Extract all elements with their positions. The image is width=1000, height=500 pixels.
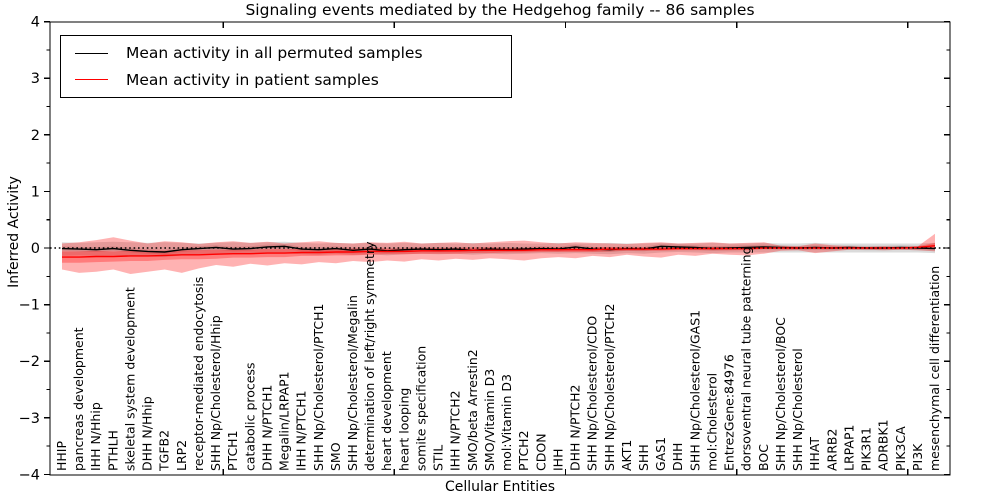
legend: Mean activity in all permuted samples Me… (60, 35, 512, 98)
svg-text:somite specification: somite specification (414, 346, 429, 471)
svg-text:mol:Cholesterol: mol:Cholesterol (705, 373, 720, 471)
svg-text:EntrezGene:84976: EntrezGene:84976 (722, 354, 737, 471)
legend-red-line-swatch (75, 79, 108, 81)
svg-text:heart looping: heart looping (396, 388, 411, 471)
svg-text:−2: −2 (19, 354, 40, 370)
chart-title: Signaling events mediated by the Hedgeho… (245, 1, 755, 19)
legend-row-permuted: Mean activity in all permuted samples (75, 44, 511, 62)
svg-text:2: 2 (31, 128, 40, 144)
svg-text:SHH Np/Cholesterol/Hhip: SHH Np/Cholesterol/Hhip (208, 315, 223, 471)
legend-black-line-swatch (75, 52, 108, 54)
svg-text:DHH N/PTCH2: DHH N/PTCH2 (568, 385, 583, 471)
svg-text:PIK3R1: PIK3R1 (859, 427, 874, 471)
svg-text:−4: −4 (19, 467, 40, 483)
svg-text:SHH Np/Cholesterol/PTCH1: SHH Np/Cholesterol/PTCH1 (311, 304, 326, 472)
svg-text:−3: −3 (19, 411, 40, 427)
svg-text:IHH N/PTCH2: IHH N/PTCH2 (448, 390, 463, 471)
svg-text:determination of left/right sy: determination of left/right symmetry (362, 241, 377, 471)
svg-text:Megalin/LRPAP1: Megalin/LRPAP1 (277, 371, 292, 471)
svg-text:HHIP: HHIP (54, 441, 69, 471)
svg-text:DHH N/Hhip: DHH N/Hhip (140, 396, 155, 471)
svg-text:3: 3 (31, 71, 40, 87)
svg-text:−1: −1 (19, 298, 40, 314)
x-axis-label: Cellular Entities (444, 479, 556, 495)
svg-text:PI3K: PI3K (910, 443, 925, 471)
svg-text:HHAT: HHAT (807, 437, 822, 471)
svg-text:DHH N/PTCH1: DHH N/PTCH1 (259, 385, 274, 471)
svg-text:mesenchymal cell differentiati: mesenchymal cell differentiation (927, 266, 942, 471)
svg-text:DHH: DHH (670, 443, 685, 471)
svg-text:STIL: STIL (431, 445, 446, 471)
svg-text:IHH: IHH (550, 449, 565, 472)
svg-text:LRPAP1: LRPAP1 (841, 425, 856, 471)
svg-text:pancreas development: pancreas development (71, 327, 86, 471)
svg-text:ARRB2: ARRB2 (824, 429, 839, 471)
svg-text:AKT1: AKT1 (619, 440, 634, 471)
svg-text:SMO: SMO (328, 442, 343, 471)
svg-text:skeletal system development: skeletal system development (123, 287, 138, 471)
svg-text:0: 0 (31, 241, 40, 257)
svg-text:SHH: SHH (636, 444, 651, 471)
svg-text:LRP2: LRP2 (174, 440, 189, 471)
legend-label-permuted: Mean activity in all permuted samples (126, 44, 423, 63)
svg-text:BOC: BOC (756, 444, 771, 471)
svg-text:SHH Np/Cholesterol/BOC: SHH Np/Cholesterol/BOC (773, 317, 788, 471)
svg-text:PTHLH: PTHLH (105, 430, 120, 471)
svg-text:TGFB2: TGFB2 (157, 430, 172, 472)
svg-text:IHH N/PTCH1: IHH N/PTCH1 (294, 390, 309, 471)
svg-text:dorsoventral neural tube patte: dorsoventral neural tube patterning (739, 247, 754, 472)
svg-text:4: 4 (31, 15, 40, 31)
svg-text:SHH Np/Cholesterol/CDO: SHH Np/Cholesterol/CDO (585, 316, 600, 471)
y-axis-label: Inferred Activity (6, 176, 22, 288)
svg-text:SHH Np/Cholesterol/PTCH2: SHH Np/Cholesterol/PTCH2 (602, 304, 617, 472)
svg-text:SHH Np/Cholesterol/Megalin: SHH Np/Cholesterol/Megalin (345, 295, 360, 471)
svg-text:IHH N/Hhip: IHH N/Hhip (88, 402, 103, 471)
svg-text:PIK3CA: PIK3CA (893, 426, 908, 471)
svg-text:mol:Vitamin D3: mol:Vitamin D3 (499, 374, 514, 471)
svg-text:PTCH2: PTCH2 (516, 430, 531, 471)
svg-text:SHH Np/Cholesterol: SHH Np/Cholesterol (790, 348, 805, 471)
svg-text:PTCH1: PTCH1 (225, 430, 240, 471)
legend-row-patient: Mean activity in patient samples (75, 71, 511, 89)
svg-text:receptor-mediated endocytosis: receptor-mediated endocytosis (191, 277, 206, 471)
svg-text:CDON: CDON (533, 433, 548, 471)
svg-text:heart development: heart development (379, 351, 394, 471)
svg-text:ADRBK1: ADRBK1 (876, 419, 891, 471)
svg-text:catabolic process: catabolic process (242, 362, 257, 471)
svg-text:SMO/beta Arrestin2: SMO/beta Arrestin2 (465, 349, 480, 471)
svg-text:SHH Np/Cholesterol/GAS1: SHH Np/Cholesterol/GAS1 (687, 310, 702, 471)
svg-text:GAS1: GAS1 (653, 437, 668, 471)
legend-label-patient: Mean activity in patient samples (126, 70, 379, 89)
svg-text:1: 1 (31, 184, 40, 200)
svg-text:SMO/Vitamin D3: SMO/Vitamin D3 (482, 369, 497, 471)
